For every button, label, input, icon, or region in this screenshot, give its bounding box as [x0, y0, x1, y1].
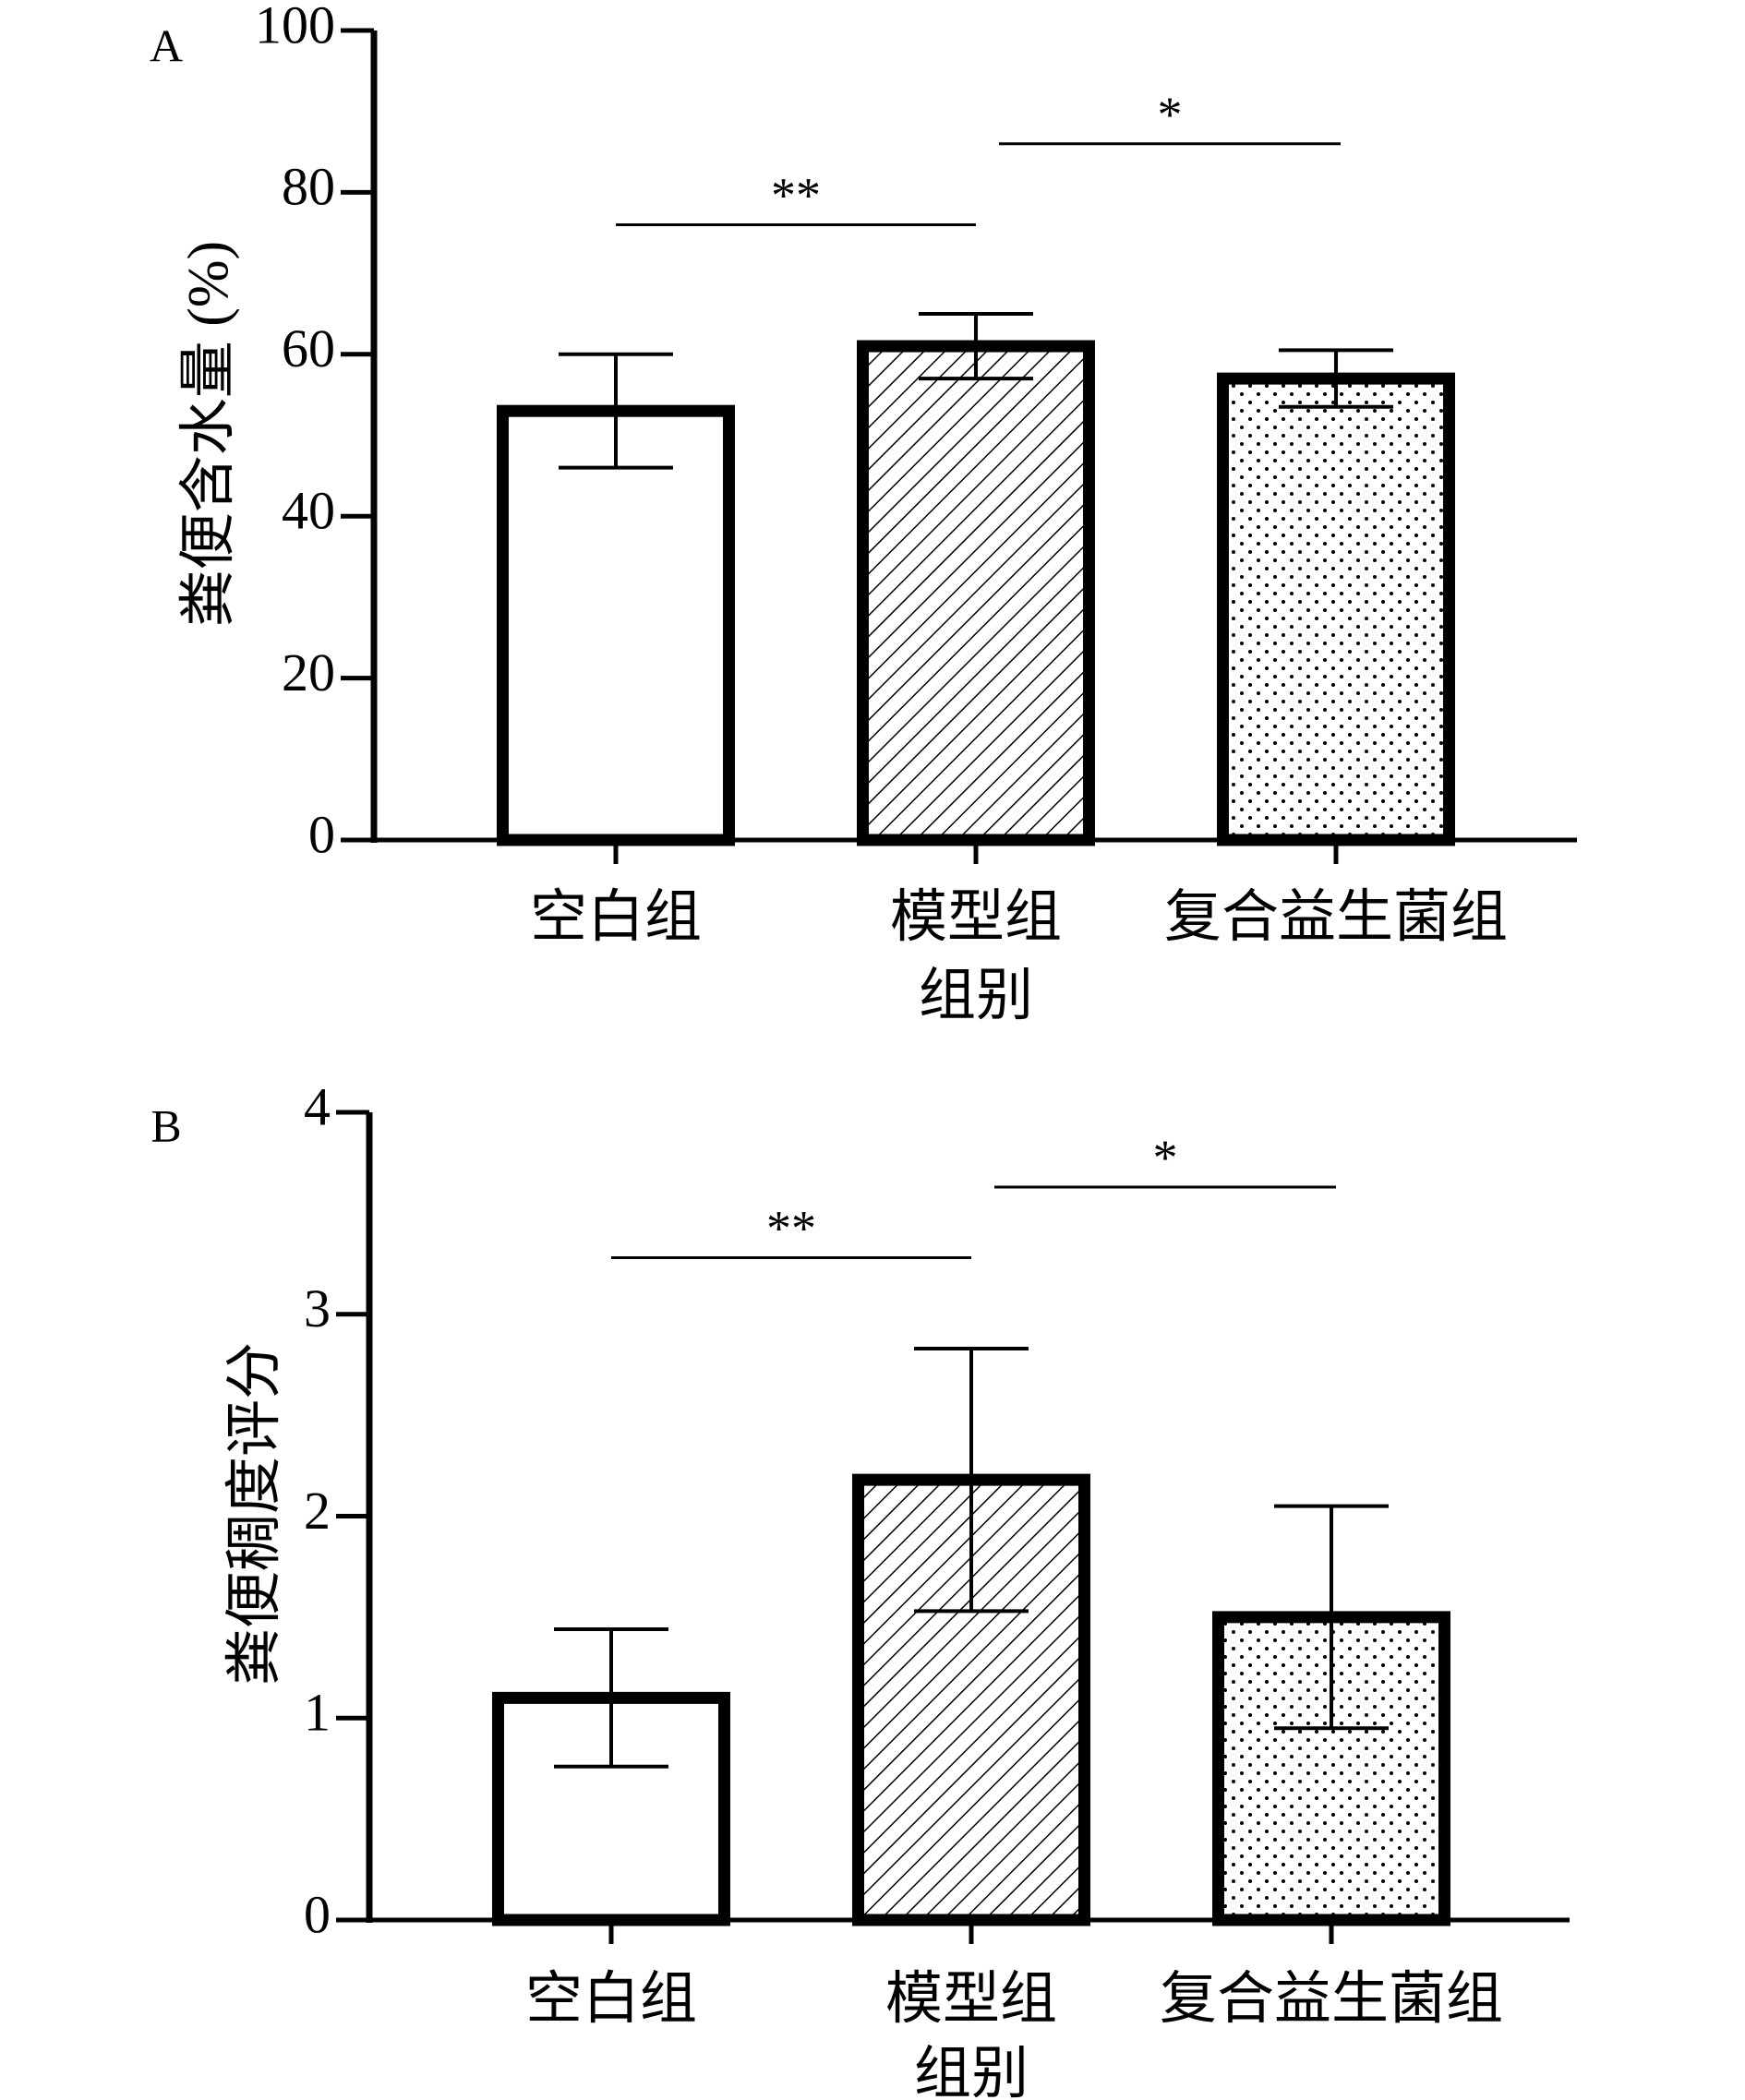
category-label: 复合益生菌组: [1164, 886, 1508, 949]
bar-2: [857, 340, 1095, 846]
category-label: 复合益生菌组: [1160, 1968, 1503, 2031]
category-label: 模型组: [890, 886, 1062, 949]
x-axis-title: 组别: [914, 2043, 1029, 2100]
y-axis-title: 粪便含水量 (%): [177, 241, 240, 627]
category-label: 空白组: [530, 886, 702, 949]
y-axis-title: 粪便稠度评分: [223, 1342, 286, 1686]
panel-label: B: [150, 1099, 181, 1151]
y-tick-label: 80: [282, 157, 335, 217]
category-label: 空白组: [525, 1968, 697, 2031]
y-tick-label: 3: [304, 1278, 331, 1338]
bar-3: [1217, 372, 1455, 846]
significance-label: *: [1153, 1130, 1178, 1185]
significance-label: **: [771, 167, 821, 222]
category-label: 模型组: [885, 1968, 1057, 2031]
bar-1: [497, 404, 735, 846]
significance-label: **: [766, 1201, 816, 1256]
y-tick-label: 0: [308, 804, 335, 864]
y-tick-label: 1: [304, 1683, 331, 1743]
y-tick-label: 100: [255, 0, 335, 54]
y-tick-label: 40: [282, 481, 335, 541]
y-tick-label: 20: [282, 642, 335, 702]
y-tick-label: 0: [304, 1884, 331, 1944]
x-axis-title: 组别: [919, 965, 1033, 1027]
significance-label: *: [1158, 87, 1183, 142]
y-tick-label: 60: [282, 318, 335, 378]
y-tick-label: 4: [304, 1076, 331, 1136]
bar-2: [852, 1473, 1090, 1926]
y-tick-label: 2: [304, 1481, 331, 1541]
panel-label: A: [150, 19, 183, 71]
